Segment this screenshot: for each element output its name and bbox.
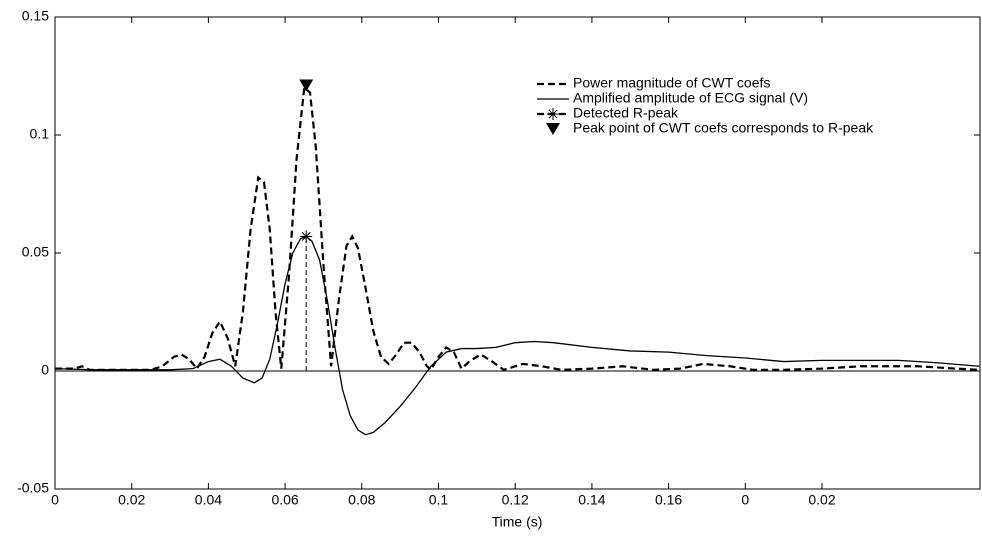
legend-label: Power magnitude of CWT coefs bbox=[573, 75, 770, 91]
x-tick-label: 0.08 bbox=[348, 492, 375, 508]
x-tick-label: 0.04 bbox=[195, 492, 222, 508]
legend-label: Detected R-peak bbox=[573, 105, 679, 121]
y-tick-label: 0.05 bbox=[22, 244, 49, 260]
x-tick-label: 0 bbox=[741, 492, 749, 508]
x-tick-label: 0 bbox=[51, 492, 59, 508]
legend-label: Amplified amplitude of ECG signal (V) bbox=[573, 90, 808, 106]
x-tick-label: 0.12 bbox=[502, 492, 529, 508]
y-tick-label: 0.1 bbox=[30, 126, 50, 142]
x-tick-label: 0.16 bbox=[655, 492, 682, 508]
x-tick-label: 0.14 bbox=[578, 492, 605, 508]
y-tick-label: 0.15 bbox=[22, 8, 49, 24]
legend-marker bbox=[547, 108, 559, 120]
point-marker bbox=[299, 79, 314, 92]
y-tick-label: 0 bbox=[41, 362, 49, 378]
point-marker bbox=[300, 230, 313, 243]
x-tick-label: 0.06 bbox=[271, 492, 298, 508]
legend-label: Peak point of CWT coefs corresponds to R… bbox=[573, 120, 874, 136]
x-tick-label: 0.02 bbox=[118, 492, 145, 508]
y-tick-label: -0.05 bbox=[17, 480, 49, 496]
legend-marker bbox=[546, 123, 560, 135]
series-line bbox=[55, 85, 980, 372]
x-tick-label: 0.1 bbox=[429, 492, 449, 508]
x-axis-label: Time (s) bbox=[492, 514, 543, 530]
x-tick-label: 0.02 bbox=[808, 492, 835, 508]
series-line bbox=[54, 235, 980, 436]
